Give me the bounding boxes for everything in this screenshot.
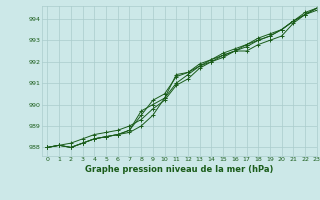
- X-axis label: Graphe pression niveau de la mer (hPa): Graphe pression niveau de la mer (hPa): [85, 165, 273, 174]
